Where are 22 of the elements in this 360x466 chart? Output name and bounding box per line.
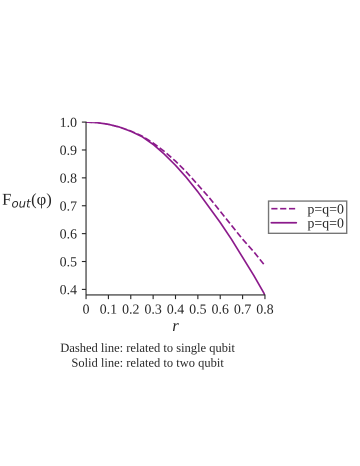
y-axis-title: F$_{out}$(φ) (2, 193, 52, 208)
x-tick-label: 0.3 (144, 304, 162, 314)
x-tick-label: 0.4 (167, 304, 184, 314)
y-tick-label: 0.5 (60, 257, 76, 267)
x-tick-label: 0.2 (122, 304, 139, 314)
text: Solid line: related to two qubit (72, 358, 224, 370)
legend-label: p=q=0 (308, 218, 344, 231)
x-tick-label: 0.7 (234, 304, 251, 314)
legend-label: p=q=0 (308, 204, 344, 216)
x-tick-label: 0.6 (212, 304, 228, 314)
y-tick-label: 1.0 (60, 118, 76, 128)
y-tick-label: 0.7 (60, 201, 77, 211)
y-tick-label: 0.8 (60, 173, 76, 183)
y-tick-label: 0.6 (60, 229, 77, 239)
y-tick-label: 0.9 (60, 146, 76, 155)
x-tick-label: 0.5 (190, 304, 206, 314)
x-tick-label: 0.8 (256, 304, 274, 314)
y-tick-label: 0.4 (60, 284, 77, 294)
x-tick-label: 0.1 (100, 304, 116, 314)
text: Dashed line: related to single qubit (60, 343, 235, 355)
x-tick-label: 0 (83, 304, 89, 314)
x-axis-title: r (172, 323, 179, 331)
